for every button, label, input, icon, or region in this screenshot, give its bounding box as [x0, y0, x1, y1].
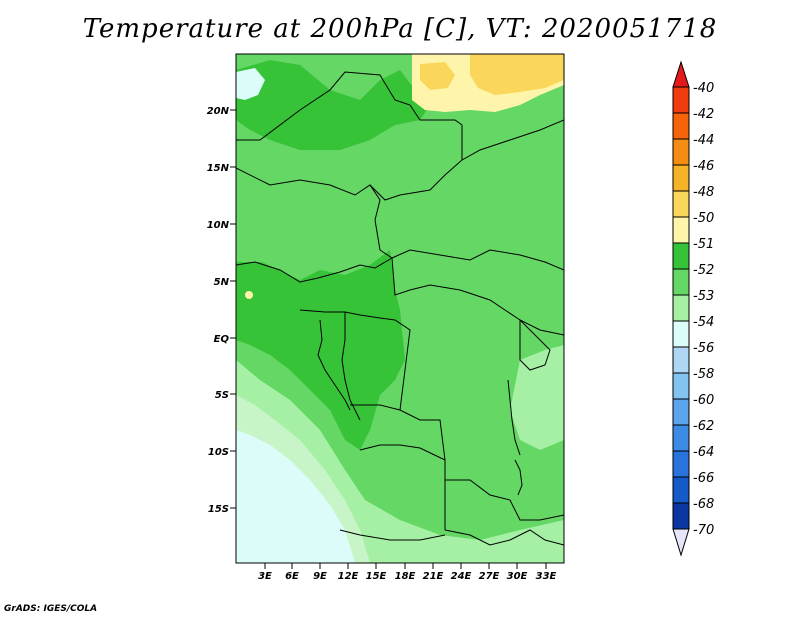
lon-label: 24E — [451, 571, 472, 582]
colorbar-label: -53 — [693, 289, 714, 304]
lon-label: 33E — [536, 571, 557, 582]
lon-label: 27E — [479, 571, 500, 582]
map-frame — [235, 53, 565, 564]
colorbar-segment — [672, 86, 690, 114]
colorbar-segment — [672, 112, 690, 140]
border-line — [391, 249, 564, 271]
colorbar-label: -66 — [693, 471, 714, 486]
colorbar-label: -42 — [693, 107, 714, 122]
colorbar-segment — [672, 398, 690, 426]
colorbar-segment — [672, 320, 690, 348]
colorbar-top-arrow — [672, 60, 690, 88]
lon-label: 15E — [366, 571, 387, 582]
field-region-minus50-west — [420, 62, 455, 90]
lat-label: 20N — [207, 106, 230, 117]
border-line — [236, 71, 463, 160]
colorbar-label: -46 — [693, 159, 714, 174]
colorbar-segment — [672, 294, 690, 322]
lake-outline — [507, 379, 521, 456]
field-region-minus50 — [470, 54, 564, 95]
colorbar-label: -50 — [693, 211, 714, 226]
border-line — [339, 529, 446, 541]
border-line — [445, 479, 564, 521]
border-line — [341, 312, 361, 421]
colorbar-label: -48 — [693, 185, 714, 200]
colorbar-segment — [672, 372, 690, 400]
border-line — [369, 119, 564, 201]
field-region-minus52 — [236, 250, 405, 450]
colorbar-label: -58 — [693, 367, 714, 382]
colorbar-segments — [672, 86, 690, 530]
lon-label: 6E — [285, 571, 299, 582]
lat-label: 15N — [207, 163, 230, 174]
lon-label: 12E — [338, 571, 359, 582]
country-borders — [236, 71, 564, 546]
border-line — [299, 309, 411, 411]
lon-label: 3E — [258, 571, 272, 582]
colorbar-segment — [672, 424, 690, 452]
colorbar-label: -60 — [693, 393, 714, 408]
credit-footer: GrADS: IGES/COLA — [4, 604, 98, 614]
temperature-field — [236, 54, 564, 563]
field-region-minus54-east — [510, 345, 564, 450]
lat-label: EQ — [214, 334, 230, 345]
lat-label: 15S — [208, 504, 229, 515]
colorbar-segment — [672, 138, 690, 166]
field-region-minus52-north — [236, 60, 430, 150]
border-line — [374, 219, 564, 336]
lat-label: 5N — [214, 277, 230, 288]
colorbar-segment — [672, 242, 690, 270]
colorbar-segment — [672, 450, 690, 478]
colorbar-segment — [672, 216, 690, 244]
lat-label: 10S — [208, 447, 229, 458]
border-line — [444, 529, 564, 546]
lon-label: 9E — [313, 571, 327, 582]
lat-label: 10N — [207, 220, 230, 231]
colorbar-label: -51 — [693, 237, 714, 252]
colorbar-segment — [672, 268, 690, 296]
border-line — [350, 404, 446, 530]
colorbar-segment — [672, 164, 690, 192]
border-line — [236, 167, 381, 221]
colorbar-segment — [672, 502, 690, 530]
colorbar-label: -54 — [693, 315, 714, 330]
colorbar-label: -70 — [693, 523, 714, 538]
colorbar-label: -44 — [693, 133, 714, 148]
lon-label: 21E — [423, 571, 444, 582]
colorbar-label: -64 — [693, 445, 714, 460]
colorbar-label: -68 — [693, 497, 714, 512]
colorbar: -40 -42 -44 -46 -48 -50 -51 -52 -53 -54 … — [672, 60, 714, 557]
lon-label: 18E — [395, 571, 416, 582]
lat-axis: 20N 15N 10N 5N EQ 5S 10S 15S — [207, 106, 236, 515]
colorbar-segment — [672, 190, 690, 218]
colorbar-label: -52 — [693, 263, 714, 278]
lon-label: 30E — [507, 571, 528, 582]
colorbar-label: -62 — [693, 419, 714, 434]
map-title: Temperature at 200hPa [C], VT: 202005171… — [82, 14, 718, 44]
colorbar-segment — [672, 346, 690, 374]
lake-outline — [519, 318, 551, 371]
colorbar-segment — [672, 476, 690, 504]
field-region-minus56 — [236, 430, 355, 563]
colorbar-label: -40 — [693, 81, 714, 96]
colorbar-label: -56 — [693, 341, 714, 356]
field-spot-minus51 — [245, 291, 253, 299]
border-line — [236, 257, 393, 283]
coastline — [317, 319, 351, 411]
field-region-minus56-nw — [236, 68, 265, 100]
lon-axis: 3E 6E 9E 12E 15E 18E 21E 24E 27E 30E 33E — [258, 563, 557, 582]
lake-outline — [514, 459, 523, 496]
colorbar-bottom-arrow — [672, 528, 690, 557]
lat-label: 5S — [215, 390, 229, 401]
border-line — [359, 444, 446, 461]
